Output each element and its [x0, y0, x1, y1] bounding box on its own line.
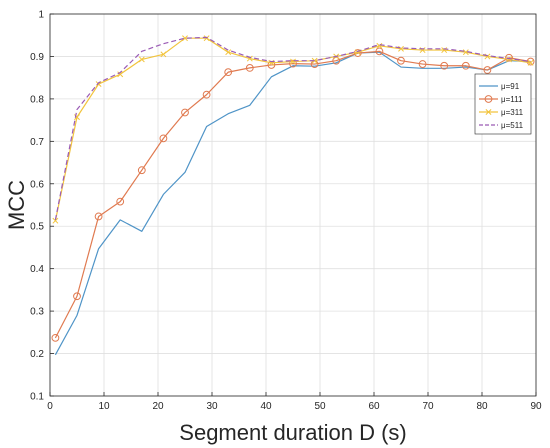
y-tick-label: 0.8: [30, 94, 44, 105]
legend-label: μ=311: [501, 108, 524, 117]
series-point-2: [398, 45, 404, 52]
series-point-2: [462, 49, 469, 56]
series-point-2: [225, 49, 232, 56]
series-point-1: [418, 60, 427, 68]
series-point-1: [505, 53, 513, 62]
series-point-2: [376, 42, 383, 49]
series-point-2: [52, 217, 59, 224]
legend: μ=91 μ=111 μ=311 μ=511: [474, 73, 532, 135]
x-tick-label: 50: [314, 401, 326, 412]
legend-label: μ=91: [501, 82, 520, 91]
series-point-2: [182, 35, 188, 42]
series-point-1: [289, 59, 297, 68]
y-axis-label: MCC: [4, 180, 29, 230]
series-line-0: [54, 51, 531, 356]
x-tick-label: 10: [98, 401, 110, 412]
legend-box: [474, 73, 532, 135]
y-tick-label: 0.9: [30, 52, 44, 63]
series-point-2: [506, 56, 512, 63]
x-axis-label: Segment duration D (s): [179, 420, 406, 445]
series-point-1: [483, 66, 492, 74]
series-point-1: [202, 90, 211, 99]
x-tick-label: 20: [152, 401, 164, 412]
series-point-1: [181, 108, 189, 117]
y-tick-label: 0.2: [30, 349, 44, 360]
legend-label: μ=111: [501, 95, 523, 104]
series-point-2: [117, 71, 124, 78]
y-tick-label: 0.7: [30, 137, 44, 148]
series-point-1: [224, 68, 233, 77]
series-point-2: [527, 59, 534, 66]
series-point-1: [461, 61, 470, 70]
series-point-1: [137, 166, 146, 175]
legend-marker-1: [484, 95, 493, 103]
plot-frame: [49, 13, 537, 397]
x-tick-label: 0: [47, 401, 53, 412]
y-tick-label: 0.1: [30, 392, 44, 403]
series-point-2: [441, 47, 448, 54]
series-layer: [51, 35, 535, 356]
legend-marker-2: [485, 109, 492, 115]
series-point-1: [116, 197, 125, 206]
y-tick-label: 0.4: [30, 264, 44, 275]
series-point-1: [159, 134, 168, 143]
x-tick-label: 70: [422, 401, 434, 412]
x-tick-label: 30: [206, 401, 218, 412]
y-tick-label: 1: [38, 10, 44, 21]
series-point-1: [245, 64, 254, 72]
series-point-1: [440, 61, 449, 70]
series-point-1: [332, 56, 341, 65]
series-point-1: [73, 292, 81, 301]
series-point-2: [203, 35, 210, 42]
series-line-3: [54, 36, 531, 220]
series-point-1: [375, 47, 384, 56]
series-point-2: [138, 56, 145, 63]
series-point-2: [160, 51, 167, 58]
y-tick-label: 0.5: [30, 222, 44, 233]
x-tick-label: 90: [530, 401, 542, 412]
plot-area: [50, 14, 536, 396]
x-tick-label: 40: [260, 401, 272, 412]
series-line-1: [54, 50, 531, 339]
x-tick-label: 60: [368, 401, 380, 412]
x-tick-label: 80: [476, 401, 488, 412]
series-point-1: [94, 212, 103, 221]
y-tick-label: 0.6: [30, 179, 44, 190]
y-tick-label: 0.3: [30, 307, 44, 318]
series-point-2: [290, 58, 296, 65]
series-point-1: [397, 56, 405, 65]
series-point-1: [51, 333, 60, 342]
legend-label: μ=511: [501, 121, 524, 130]
axis-ticks: 0 10 20 30 40 50 60 70 80 90 0.1 0.2 0.3 0.4 0.5 0.6 0.7…: [30, 10, 542, 413]
